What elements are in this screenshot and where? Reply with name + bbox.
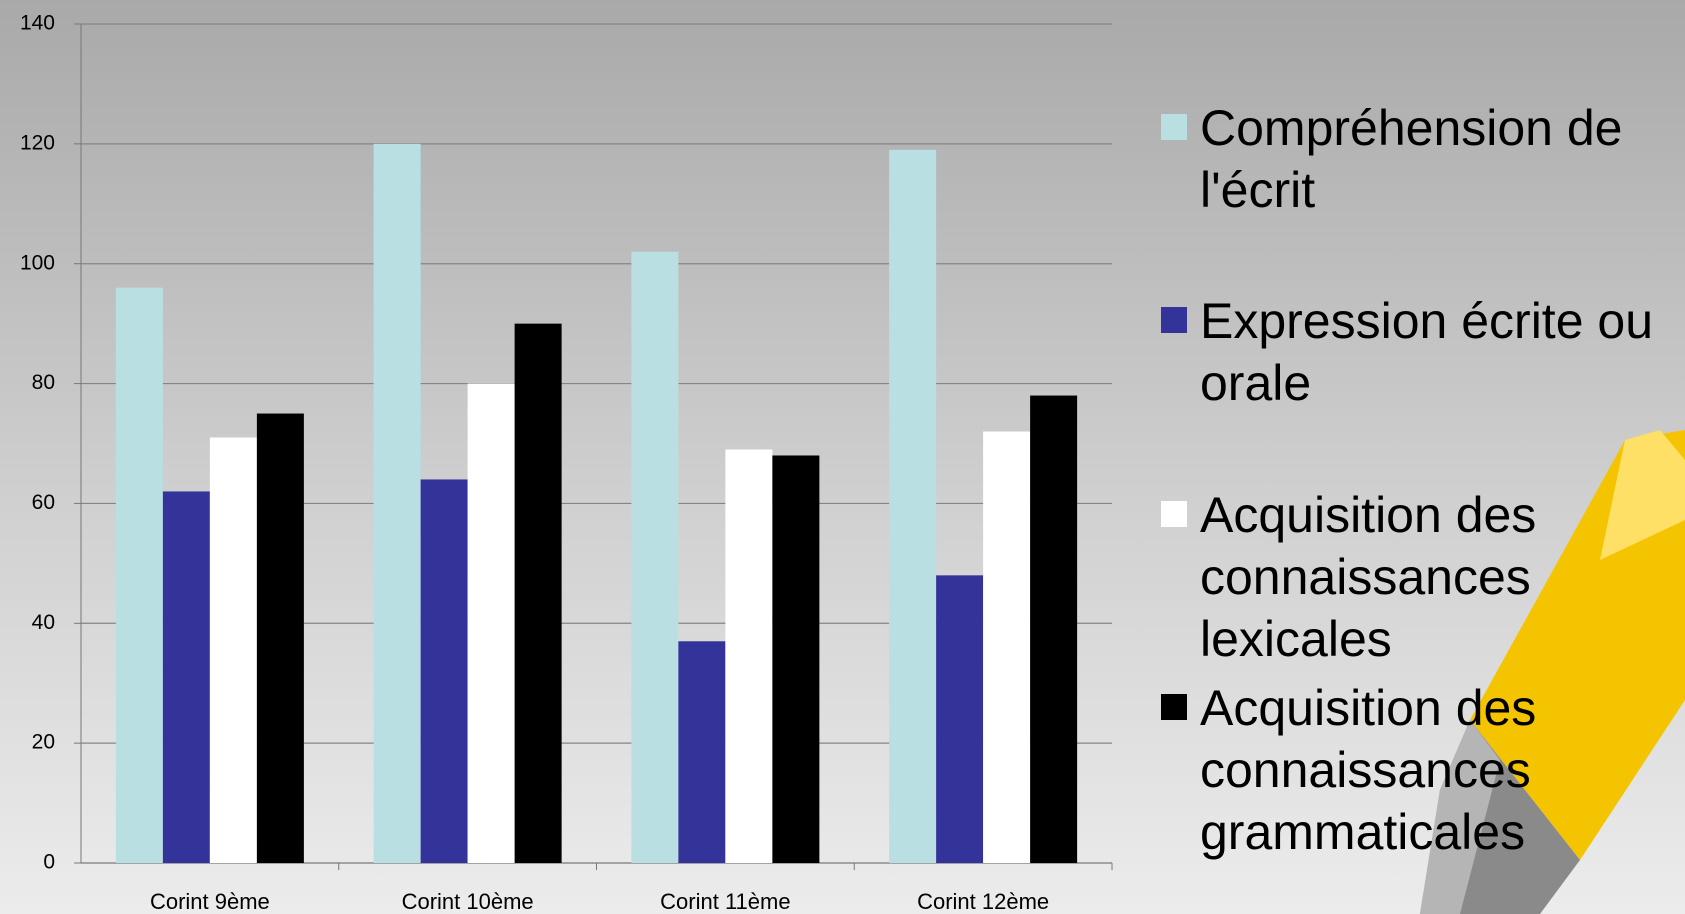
legend-label: Expression écrite ou orale — [1200, 293, 1654, 411]
legend-label: Compréhension de l'écrit — [1200, 100, 1623, 218]
y-tick-label: 40 — [32, 611, 55, 634]
bar — [115, 287, 163, 864]
bar — [889, 149, 937, 864]
legend-label: Acquisition des connaissances grammatica… — [1200, 680, 1537, 860]
legend-entry: Expression écrite ou orale — [1161, 290, 1681, 414]
plot: 0 20 40 60 80 100 120 140 Corint 9ème Corint 10èm… — [20, 12, 1113, 914]
legend-swatch — [1161, 694, 1187, 720]
y-tick-label: 20 — [32, 731, 55, 754]
y-tick-label: 100 — [20, 251, 55, 274]
bar — [678, 641, 726, 863]
x-tick-label: Corint 9ème — [150, 889, 270, 914]
legend-entry: Compréhension de l'écrit — [1161, 97, 1681, 221]
legend-label: Acquisition des connaissances lexicales — [1200, 487, 1537, 667]
legend-swatch — [1161, 307, 1187, 333]
bar — [467, 383, 515, 863]
bar — [373, 143, 421, 863]
bar — [209, 437, 257, 863]
bar — [514, 323, 562, 864]
bar — [420, 479, 468, 863]
y-tick-label: 0 — [43, 851, 55, 874]
bar — [725, 449, 773, 863]
y-tick-label: 80 — [32, 371, 55, 394]
bar — [983, 431, 1031, 863]
legend-swatch — [1161, 114, 1187, 140]
x-tick-label: Corint 10ème — [402, 889, 534, 914]
bar — [1030, 395, 1078, 863]
highlighter-decoration — [1420, 430, 1685, 914]
bar — [772, 455, 820, 863]
y-tick-label: 140 — [20, 12, 55, 35]
bar — [936, 575, 984, 863]
legend-entry: Acquisition des connaissances grammatica… — [1161, 677, 1681, 863]
y-tick-label: 120 — [20, 131, 55, 154]
x-tick-label: Corint 12ème — [917, 889, 1049, 914]
legend-entry: Acquisition des connaissances lexicales — [1161, 484, 1681, 670]
y-tick-label: 60 — [32, 491, 55, 514]
x-tick-label: Corint 11ème — [660, 889, 790, 914]
bar — [631, 251, 679, 863]
legend-swatch — [1161, 501, 1187, 527]
bar — [256, 413, 304, 863]
bar — [162, 491, 210, 863]
